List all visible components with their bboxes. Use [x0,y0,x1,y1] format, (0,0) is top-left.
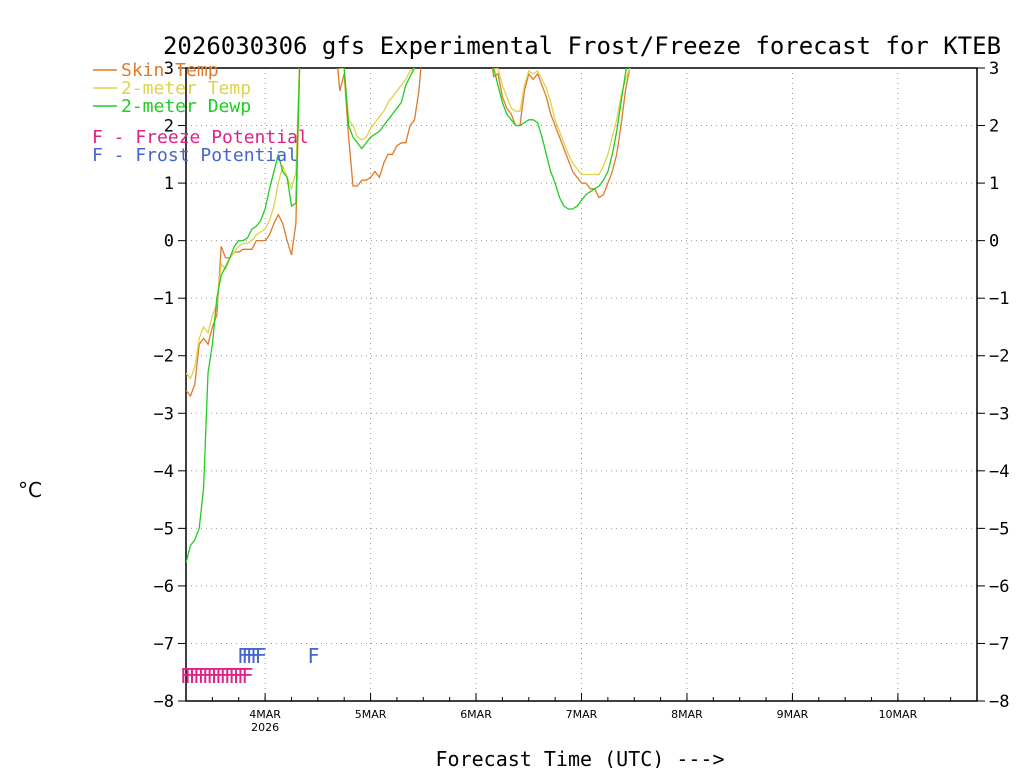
frost-potential-marker: F [255,644,267,668]
freeze-potential-marker: F [233,664,245,688]
freeze-potential-marker: F [206,664,218,688]
series-line-skin-temp [186,68,631,398]
x-tick-label: 9MAR [777,708,809,721]
y-tick-label-right: −3 [989,404,1009,424]
y-tick-label: 3 [164,59,174,79]
legend-label-skin-temp: Skin Temp [121,60,219,81]
series-line-2-meter-temp [186,68,631,381]
x-year-label: 2026 [251,721,279,734]
y-tick-label: −7 [154,634,174,654]
y-tick-label: −4 [154,462,174,482]
x-axis-label: Forecast Time (UTC) ---> [436,747,725,768]
frost-potential-marker: F [307,644,319,668]
freeze-potential-marker: F [237,664,249,688]
x-tick-label: 8MAR [671,708,703,721]
freeze-potential-marker: F [184,664,196,688]
freeze-potential-marker: F [193,664,205,688]
x-tick-label: 10MAR [879,708,918,721]
y-axis-left: −8 −7 −6 −5 −4 −3 −2 −1 0 1 2 3 [154,59,186,712]
legend-freeze-potential: F - Freeze Potential [92,127,309,148]
freeze-potential-marker: F [180,664,192,688]
y-tick-label: 1 [164,174,174,194]
y-tick-label: −3 [154,404,174,424]
frost-potential-marker: F [250,644,262,668]
y-tick-label: −8 [154,692,174,712]
series-group [186,68,631,564]
y-tick-label: −2 [154,347,174,367]
freeze-potential-marker: F [198,664,210,688]
legend-label-2-meter-temp: 2-meter Temp [121,78,251,99]
y-tick-label: −1 [154,289,174,309]
y-tick-label-right: −7 [989,634,1009,654]
y-tick-label: −6 [154,577,174,597]
legend-frost-potential: F - Frost Potential [92,145,298,166]
frost-potential-marker: F [237,644,249,668]
series-line-2-meter-dewp [186,68,628,564]
y-tick-label-right: 3 [989,59,999,79]
freeze-potential-marker: F [220,664,232,688]
x-tick-label: 4MAR [249,708,281,721]
y-tick-label-right: −5 [989,519,1009,539]
y-tick-label: 0 [164,232,174,252]
chart-title: 2026030306 gfs Experimental Frost/Freeze… [163,32,1001,60]
y-tick-label-right: 1 [989,174,999,194]
y-tick-label-right: −1 [989,289,1009,309]
freeze-potential-marker: F [202,664,214,688]
legend-label-2-meter-dewp: 2-meter Dewp [121,96,251,117]
freeze-potential-marker: F [224,664,236,688]
x-tick-label: 6MAR [460,708,492,721]
freeze-potential-marker: F [215,664,227,688]
y-tick-label-right: −4 [989,462,1009,482]
y-tick-label-right: −6 [989,577,1009,597]
y-axis-right: −8 −7 −6 −5 −4 −3 −2 −1 0 1 2 3 [977,59,1009,712]
freeze-potential-marker: F [228,664,240,688]
frost-potential-marker: F [246,644,258,668]
freeze-potential-marker: F [242,664,254,688]
y-tick-label-right: 2 [989,117,999,137]
frost-potential-marker: F [242,644,254,668]
y-tick-label-right: 0 [989,232,999,252]
y-axis-label: °C [18,478,42,502]
freeze-potential-marker: F [189,664,201,688]
y-tick-label-right: −2 [989,347,1009,367]
grid [186,68,977,701]
freeze-potential-marker: F [211,664,223,688]
plot-frame [185,67,978,702]
x-tick-label: 7MAR [566,708,598,721]
x-axis: 4MAR 5MAR 6MAR 7MAR 8MAR 9MAR 10MAR 2026 [185,693,978,734]
y-tick-label: 2 [164,117,174,137]
y-tick-label-right: −8 [989,692,1009,712]
y-tick-label: −5 [154,519,174,539]
x-tick-label: 5MAR [355,708,387,721]
